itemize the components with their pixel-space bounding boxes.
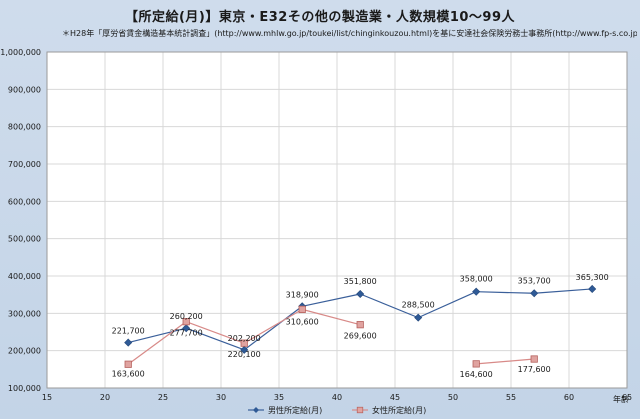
female-data-point (240, 339, 248, 347)
x-tick-label: 45 (390, 393, 400, 402)
y-tick-label: 700,000 (8, 160, 41, 169)
x-tick-label: 15 (42, 393, 52, 402)
series-line-segment (476, 291, 535, 294)
x-tick-label: 60 (564, 393, 574, 402)
female-data-label: 310,600 (286, 317, 319, 326)
female-data-label: 269,600 (344, 332, 377, 341)
male-data-label: 202,200 (228, 334, 261, 343)
series-line-segment (302, 293, 361, 307)
female-data-label: 177,600 (518, 365, 551, 374)
male-data-label: 353,700 (518, 276, 551, 285)
series-line-segment (476, 358, 535, 365)
y-tick-label: 200,000 (8, 347, 41, 356)
series-line-segment (302, 308, 361, 326)
male-data-point (472, 287, 481, 296)
series-line-segment (185, 321, 245, 344)
chart-title: 【所定給(月)】東京・E32その他の製造業・人数規模10～99人 (124, 10, 516, 25)
male-data-label: 288,500 (402, 301, 435, 310)
y-tick-label: 1,000,000 (0, 48, 41, 57)
male-data-label: 318,900 (286, 290, 319, 299)
series-line-segment (128, 327, 187, 344)
x-tick-label: 65 (622, 393, 632, 402)
series-line-segment (417, 291, 477, 319)
x-tick-label: 50 (448, 393, 458, 402)
male-data-label: 221,700 (112, 327, 145, 336)
chart-subtitle: ＊H28年「厚労省賃金構造基本統計調査」(http://www.mhlw.go.… (62, 29, 637, 38)
y-tick-label: 800,000 (8, 123, 41, 132)
male-data-label: 365,300 (576, 273, 609, 282)
female-data-point (472, 360, 480, 368)
male-data-point (356, 289, 365, 299)
female-data-point (182, 318, 190, 326)
series-line-segment (185, 327, 245, 351)
y-tick-label: 400,000 (8, 272, 41, 281)
series-line-segment (243, 305, 303, 351)
female-data-point (530, 355, 538, 363)
x-tick-label: 55 (506, 393, 516, 402)
series-line-segment (534, 288, 593, 294)
male-data-point (182, 324, 191, 333)
y-tick-label: 100,000 (8, 384, 41, 393)
x-axis-label: 年齢 (613, 394, 629, 404)
male-data-point (414, 313, 423, 322)
male-data-point (240, 345, 249, 354)
series-layer (124, 284, 597, 368)
legend-marker (356, 406, 364, 414)
x-tick-label: 35 (274, 393, 284, 402)
male-data-point (124, 338, 133, 347)
female-data-point (298, 305, 306, 313)
y-tick-label: 900,000 (8, 85, 41, 94)
male-data-point (530, 289, 539, 298)
series-line-segment (243, 308, 303, 344)
y-tick-label: 500,000 (8, 235, 41, 244)
series-line-segment (127, 321, 187, 365)
female-data-label: 163,600 (112, 369, 145, 378)
female-data-label: 277,700 (170, 329, 203, 338)
legend-label: 女性所定給(月) (372, 405, 426, 415)
x-tick-label: 40 (332, 393, 342, 402)
male-data-point (588, 284, 597, 293)
x-tick-label: 30 (216, 393, 226, 402)
x-tick-label: 20 (100, 393, 110, 402)
female-data-label: 164,600 (460, 370, 493, 379)
legend-marker (253, 407, 259, 413)
legend-label: 男性所定給(月) (268, 405, 322, 415)
y-tick-label: 300,000 (8, 309, 41, 318)
male-data-label: 358,000 (460, 275, 493, 284)
female-data-point (124, 360, 132, 368)
female-data-point (356, 321, 364, 329)
data-labels: 221,700 260,200 202,200 318,900 351,800 288,5… (112, 273, 609, 379)
series-line-segment (359, 293, 419, 319)
x-tick-label: 25 (158, 393, 168, 402)
legend: 男性所定給(月) 女性所定給(月) (248, 405, 426, 415)
plot-border (46, 51, 628, 389)
male-data-label: 260,200 (170, 312, 203, 321)
axes: 100,000 200,000 300,000 400,000 500,000 600,0… (0, 48, 632, 404)
male-data-label: 351,800 (344, 277, 377, 286)
y-tick-label: 600,000 (8, 197, 41, 206)
female-data-label: 220,100 (228, 350, 261, 359)
